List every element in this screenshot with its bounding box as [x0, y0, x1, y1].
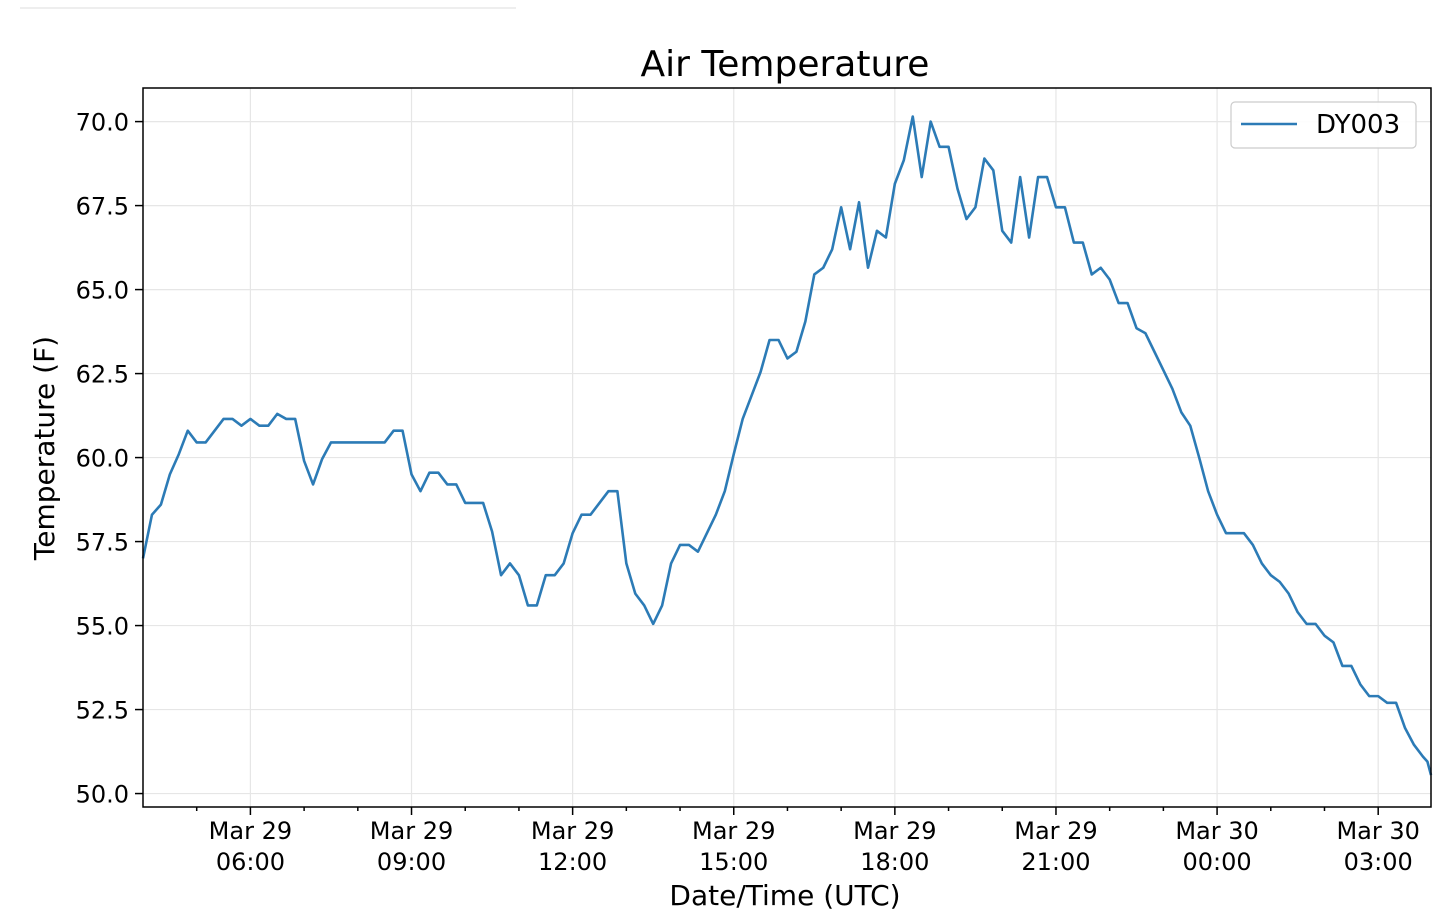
x-tick-label-time: 09:00 — [377, 848, 446, 876]
x-tick-label-time: 21:00 — [1021, 848, 1090, 876]
y-axis-ticks: 50.0 52.5 55.0 57.5 60.0 62.5 65.0 67.5 70.0 — [76, 109, 143, 809]
x-axis-label: Date/Time (UTC) — [669, 879, 900, 912]
y-tick-label: 65.0 — [76, 277, 129, 305]
x-tick-label-date: Mar 30 — [1336, 817, 1419, 845]
legend-label-dy003: DY003 — [1316, 110, 1400, 140]
x-tick-label-date: Mar 29 — [370, 817, 453, 845]
y-tick-label: 70.0 — [76, 109, 129, 137]
grid-lines — [143, 88, 1431, 807]
x-tick-label-time: 15:00 — [699, 848, 768, 876]
x-tick-label-date: Mar 29 — [853, 817, 936, 845]
plot-frame — [142, 87, 1432, 808]
x-tick-label-time: 06:00 — [216, 848, 285, 876]
legend: DY003 — [1230, 101, 1417, 149]
x-tick-label-date: Mar 30 — [1175, 817, 1258, 845]
x-tick-label-date: Mar 29 — [209, 817, 292, 845]
x-axis-ticks: Mar 29 06:00 Mar 29 09:00 Mar 29 12:00 Mar 29 1… — [195, 807, 1420, 876]
y-tick-label: 62.5 — [76, 361, 129, 389]
y-tick-label: 52.5 — [76, 697, 129, 725]
x-tick-label-time: 12:00 — [538, 848, 607, 876]
x-tick-label-time: 18:00 — [860, 848, 929, 876]
y-tick-label: 55.0 — [76, 613, 129, 641]
series-layer — [141, 115, 1433, 776]
x-tick-label-time: 00:00 — [1182, 848, 1251, 876]
x-tick-label-date: Mar 29 — [531, 817, 614, 845]
series-line-dy003 — [141, 115, 1433, 776]
legend-box — [1230, 101, 1417, 149]
y-axis-label: Temperature (F) — [28, 336, 61, 561]
y-tick-label: 50.0 — [76, 781, 129, 809]
y-tick-label: 60.0 — [76, 445, 129, 473]
x-tick-label-date: Mar 29 — [692, 817, 775, 845]
x-tick-label-time: 03:00 — [1344, 848, 1413, 876]
x-tick-label-date: Mar 29 — [1014, 817, 1097, 845]
y-tick-label: 67.5 — [76, 193, 129, 221]
y-tick-label: 57.5 — [76, 529, 129, 557]
chart-title: Air Temperature — [641, 44, 930, 85]
